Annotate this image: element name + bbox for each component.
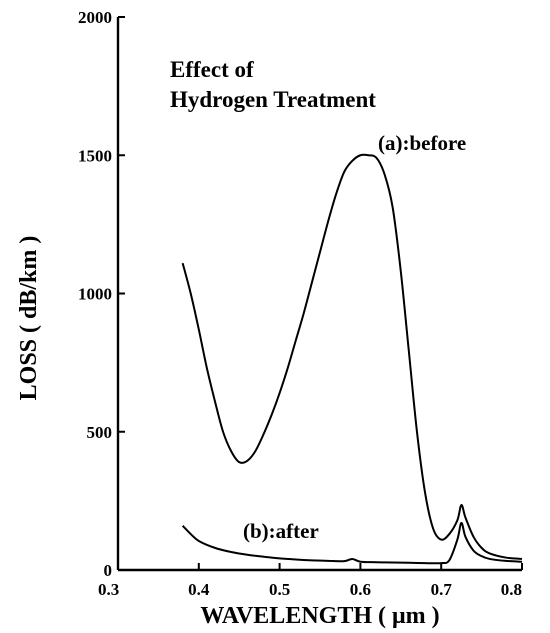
x-tick-label: 0.3 [98,580,119,599]
ticks: 0 500 1000 1500 2000 0.3 0.4 0.5 0.6 0.7 0.8 [78,8,523,599]
y-tick-label: 2000 [78,8,112,27]
chart-title-line-2: Hydrogen Treatment [170,87,376,112]
y-tick-label: 0 [104,561,113,580]
series-line-before [181,153,523,560]
series-label-after: (b):after [243,519,319,543]
y-tick-label: 500 [87,423,113,442]
x-tick-label: 0.8 [501,580,522,599]
series-label-before: (a):before [378,131,466,155]
x-tick-label: 0.5 [269,580,290,599]
y-axis-title: LOSS ( dB/km ) [16,236,42,401]
series-group [181,153,523,565]
x-tick-label: 0.4 [188,580,210,599]
chart-title-line-1: Effect of [170,57,254,82]
x-tick-label: 0.7 [431,580,453,599]
series-line-after [181,521,523,565]
x-axis-title: WAVELENGTH ( μm ) [200,603,439,629]
y-tick-label: 1000 [78,285,112,304]
y-tick-label: 1500 [78,146,112,165]
x-tick-label: 0.6 [350,580,371,599]
